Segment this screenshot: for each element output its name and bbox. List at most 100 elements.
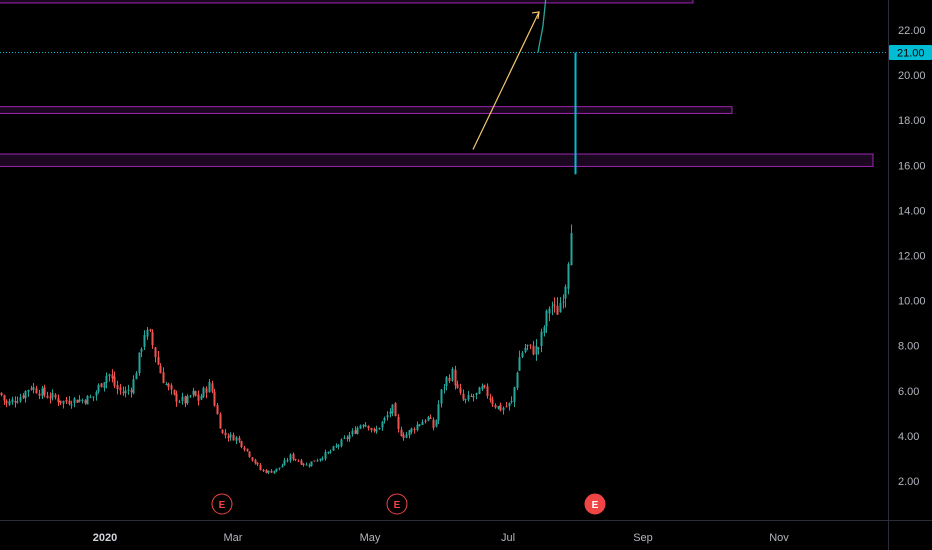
- candle-body: [456, 384, 459, 389]
- earnings-marker-label: E: [219, 500, 226, 511]
- candle-body: [154, 347, 157, 358]
- candle-body: [221, 429, 224, 434]
- candle-body: [567, 263, 570, 289]
- resistance-zone-1[interactable]: [0, 0, 694, 4]
- candle-body: [499, 404, 502, 411]
- candle-body: [256, 462, 259, 465]
- candle-body: [337, 445, 340, 447]
- candle-body: [270, 470, 273, 473]
- earnings-marker-feb[interactable]: E: [211, 493, 233, 515]
- candle-body: [216, 405, 219, 415]
- candle-body: [289, 454, 292, 461]
- candle-body: [143, 334, 146, 347]
- candle-body: [397, 416, 400, 430]
- candle-body: [76, 399, 79, 403]
- candle-body: [346, 437, 349, 439]
- candle-body: [535, 345, 538, 355]
- trend-arrow-head: [531, 11, 540, 20]
- candle-body: [394, 403, 397, 417]
- candle-body: [170, 385, 173, 390]
- candle-body: [386, 415, 389, 418]
- candle-body: [516, 372, 519, 388]
- candle-body: [324, 452, 327, 459]
- candle-body: [540, 331, 543, 347]
- y-tick-20-00: 20.00: [898, 70, 926, 82]
- candle-body: [383, 418, 386, 421]
- earnings-marker-aug[interactable]: E: [584, 493, 606, 515]
- y-tick-2-00: 2.00: [898, 476, 919, 488]
- candle-body: [235, 437, 238, 441]
- candle-body: [292, 453, 295, 460]
- resistance-zone-2[interactable]: [0, 106, 733, 114]
- last-price-tag: 21.00: [889, 45, 932, 61]
- resistance-zones[interactable]: [0, 0, 874, 167]
- candle-body: [16, 401, 19, 403]
- candle-body: [157, 356, 160, 365]
- candle-body: [135, 373, 138, 380]
- candle-body: [521, 352, 524, 358]
- candle-body: [111, 374, 114, 379]
- candle-body: [418, 424, 421, 426]
- candle-body: [321, 458, 324, 460]
- candle-body: [551, 306, 554, 308]
- candle-body: [3, 395, 6, 401]
- candle-body: [470, 395, 473, 397]
- x-tick-mar: Mar: [224, 532, 243, 544]
- candle-body: [351, 430, 354, 435]
- candle-body: [11, 399, 14, 403]
- candle-body: [211, 383, 214, 392]
- candle-body: [227, 436, 230, 438]
- candle-body: [391, 404, 394, 414]
- earnings-marker-circle: [584, 493, 606, 515]
- forecast-line[interactable]: [537, 0, 547, 53]
- candle-body: [224, 432, 227, 436]
- candle-body: [313, 460, 316, 462]
- candle-body: [564, 286, 567, 299]
- candle-body: [119, 387, 122, 391]
- candle-body: [510, 401, 513, 403]
- candle-body: [413, 428, 416, 431]
- candle-body: [416, 424, 419, 431]
- candle-body: [343, 437, 346, 439]
- resistance-zone-3[interactable]: [0, 153, 874, 167]
- candle-body: [378, 427, 381, 430]
- candle-body: [265, 470, 268, 473]
- candle-body: [505, 406, 508, 408]
- candle-body: [518, 357, 521, 371]
- candle-body: [283, 460, 286, 466]
- candle-body: [175, 393, 178, 402]
- candle-body: [97, 384, 100, 392]
- candle-body: [46, 395, 49, 398]
- candle-body: [513, 387, 516, 403]
- candle-body: [0, 392, 3, 396]
- candle-body: [181, 396, 184, 402]
- candle-body: [429, 418, 432, 420]
- trend-arrow[interactable]: [472, 11, 540, 150]
- candle-body: [529, 344, 532, 346]
- candle-body: [375, 429, 378, 432]
- candle-body: [165, 383, 168, 385]
- earnings-marker-may[interactable]: E: [386, 493, 408, 515]
- price-axis[interactable]: [888, 0, 932, 520]
- candle-body: [246, 448, 249, 451]
- candle-body: [24, 391, 27, 399]
- earnings-marker-circle: [386, 493, 408, 515]
- candle-body: [354, 430, 357, 434]
- candle-body: [51, 393, 54, 398]
- candle-body: [491, 399, 494, 405]
- candle-body: [14, 401, 17, 403]
- time-axis-ticks: 2020 Mar May Jul Sep Nov: [93, 532, 790, 544]
- candle-body: [149, 329, 152, 331]
- candle-body: [138, 352, 141, 374]
- y-tick-4-00: 4.00: [898, 431, 919, 443]
- y-tick-22-00: 22.00: [898, 25, 926, 37]
- candle-body: [454, 369, 457, 386]
- candle-body: [127, 389, 130, 391]
- candle-body: [32, 387, 35, 390]
- candle-body: [381, 421, 384, 428]
- y-tick-16-00: 16.00: [898, 160, 926, 172]
- candle-body: [27, 390, 30, 392]
- candle-body: [524, 347, 527, 352]
- candle-body: [464, 399, 467, 401]
